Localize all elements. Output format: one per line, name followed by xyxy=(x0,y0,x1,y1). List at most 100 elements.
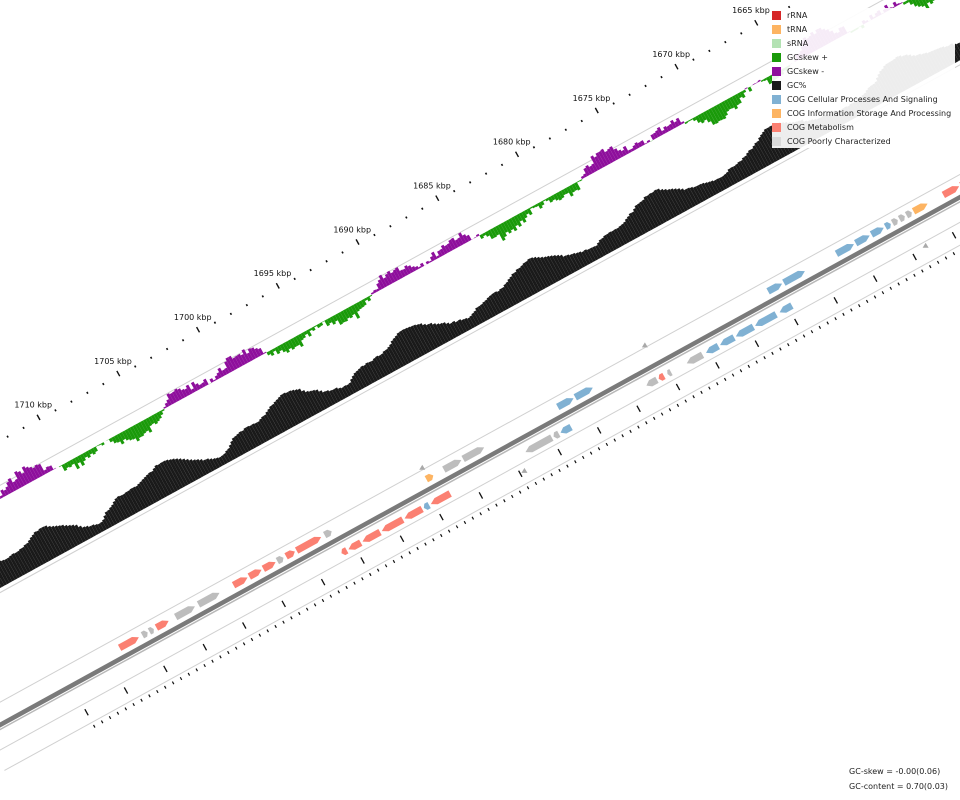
gc-content-bar xyxy=(461,319,470,332)
inner-ring-tick xyxy=(148,694,151,698)
gc-content-bar xyxy=(390,340,407,366)
gc-skew-negative-bar xyxy=(580,175,585,180)
gc-content-bar xyxy=(372,357,386,378)
inner-ring-tick xyxy=(526,486,530,490)
gc-skew-negative-bar xyxy=(600,148,611,165)
minor-tick xyxy=(149,356,153,360)
gc-skew-positive-bar xyxy=(532,205,536,209)
gc-content-bar xyxy=(457,319,468,333)
gc-skew-positive-bar xyxy=(484,231,490,237)
gc-content-bar xyxy=(171,458,189,486)
gc-content-bar xyxy=(670,188,686,213)
gc-content-bar xyxy=(529,257,549,288)
gc-skew-positive-bar xyxy=(366,296,372,302)
gc-skew-negative-bar xyxy=(3,489,9,496)
gc-skew-positive-bar xyxy=(650,140,654,142)
gc-skew-positive-bar xyxy=(342,309,350,319)
gc-content-bar xyxy=(297,388,315,417)
gc-skew-positive-bar xyxy=(550,194,556,201)
gc-content-bar xyxy=(137,483,152,507)
gc-content-bar xyxy=(127,490,142,512)
inner-major-tick xyxy=(833,296,839,304)
gc-skew-negative-bar xyxy=(622,145,630,155)
gc-skew-positive-bar xyxy=(300,332,306,339)
gc-skew-positive-bar xyxy=(124,429,133,441)
gc-skew-positive-bar xyxy=(489,228,498,238)
gc-skew-negative-bar xyxy=(606,148,617,162)
gc-skew-negative-bar xyxy=(617,149,625,158)
gc-skew-positive-bar xyxy=(729,96,739,110)
gc-skew-negative-bar xyxy=(655,130,661,138)
gc-content-bar xyxy=(21,546,36,570)
minor-tick xyxy=(229,312,233,316)
position-label: 1695 kbp xyxy=(254,269,292,278)
legend-item: rRNA xyxy=(772,8,951,22)
gc-content-bar xyxy=(348,382,357,394)
gc-content-bar xyxy=(104,511,115,527)
gc-content-bar xyxy=(752,145,767,168)
gc-content-bar xyxy=(148,471,165,499)
gc-content-bar xyxy=(575,252,586,268)
gc-content-bar xyxy=(718,177,728,190)
gc-skew-positive-bar xyxy=(739,90,746,99)
inner-ring-tick xyxy=(290,616,293,620)
inner-ring-tick xyxy=(171,681,175,685)
inner-ring-tick xyxy=(581,455,585,460)
gc-skew-positive-bar xyxy=(737,92,743,99)
gc-content-bar xyxy=(195,458,207,476)
gc-content-bar xyxy=(259,418,273,440)
gc-skew-negative-bar xyxy=(646,139,651,143)
gc-skew-positive-bar xyxy=(90,447,96,455)
gc-skew-negative-bar xyxy=(439,248,446,256)
gc-skew-positive-bar xyxy=(119,432,126,441)
minor-tick xyxy=(325,260,328,263)
gc-content-bar xyxy=(331,388,341,403)
inner-ring-tick xyxy=(227,650,230,655)
minor-tick xyxy=(580,119,583,123)
gc-content-bar xyxy=(6,557,21,579)
gc-skew-negative-bar xyxy=(425,260,430,265)
gc-skew-positive-bar xyxy=(337,312,346,324)
major-tick xyxy=(36,414,41,421)
gc-content-bar xyxy=(0,565,10,585)
gc-skew-positive-bar xyxy=(697,114,705,124)
minor-tick xyxy=(373,233,376,237)
inner-ring-tick xyxy=(897,282,900,286)
genome-backbone xyxy=(0,194,960,728)
gc-skew-positive-bar xyxy=(305,329,312,337)
gene-reverse-arrow xyxy=(525,434,554,453)
minor-tick xyxy=(484,172,488,175)
gc-content-bar xyxy=(230,440,241,458)
gc-content-bar xyxy=(618,225,631,244)
legend-item: sRNA xyxy=(772,36,951,50)
minor-tick xyxy=(548,137,552,140)
inner-ring-tick xyxy=(787,343,790,347)
gc-skew-negative-bar xyxy=(247,348,256,360)
gc-skew-positive-bar xyxy=(537,202,543,209)
inner-ring-tick xyxy=(779,347,782,351)
gc-content-bar xyxy=(322,391,334,407)
minor-tick xyxy=(389,224,392,228)
gc-skew-negative-bar xyxy=(757,79,761,83)
gc-content-bar xyxy=(442,322,454,340)
gc-skew-negative-bar xyxy=(164,402,170,408)
gene-forward-arrow xyxy=(854,235,870,247)
gc-content-bar xyxy=(314,389,328,410)
gc-skew-negative-bar xyxy=(589,165,596,174)
minor-tick xyxy=(500,163,504,167)
gc-content-bar xyxy=(646,194,665,225)
gc-skew-negative-bar xyxy=(644,142,648,145)
legend-swatch xyxy=(772,38,781,48)
guide-line xyxy=(0,173,960,703)
gc-content-bar xyxy=(956,42,960,51)
gene-forward-arrow xyxy=(883,221,891,230)
gc-skew-positive-bar xyxy=(279,343,287,353)
inner-ring-tick xyxy=(487,507,490,512)
legend-label: COG Information Storage And Processing xyxy=(787,108,952,118)
gc-content-bar xyxy=(505,281,520,304)
gc-skew-positive-bar xyxy=(579,179,583,182)
gc-content-bar xyxy=(8,555,23,577)
gc-content-bar xyxy=(499,288,512,309)
minor-tick xyxy=(740,32,743,35)
